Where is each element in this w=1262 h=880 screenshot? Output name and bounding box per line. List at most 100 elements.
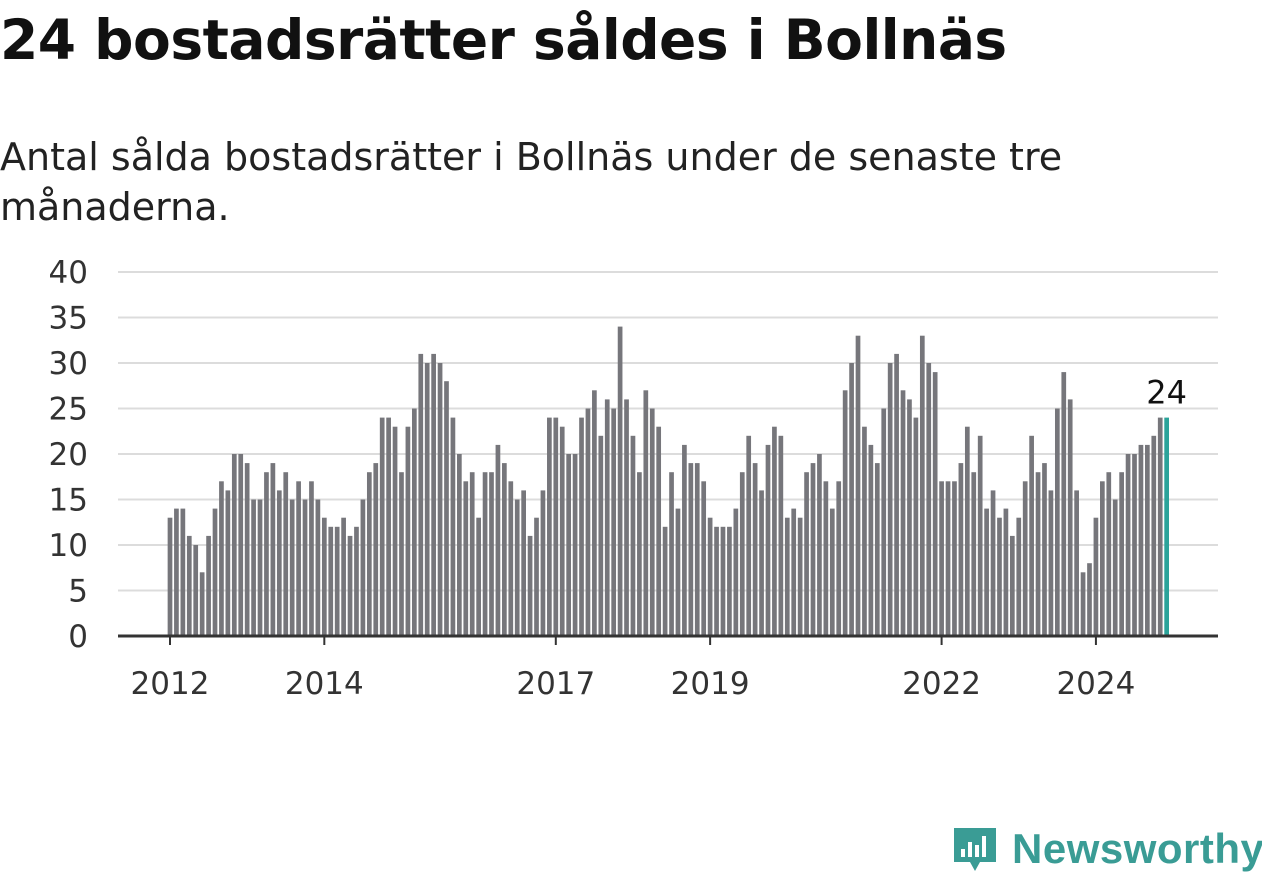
bar bbox=[418, 353, 424, 636]
data-labels: 24 bbox=[1142, 370, 1191, 416]
bar bbox=[579, 417, 584, 636]
bar bbox=[1042, 463, 1047, 636]
bar bbox=[354, 526, 359, 636]
bar bbox=[553, 417, 559, 636]
bar bbox=[707, 517, 713, 636]
bar bbox=[1048, 490, 1054, 636]
bar bbox=[508, 481, 514, 636]
bar bbox=[1119, 472, 1124, 636]
y-tick-label: 5 bbox=[68, 574, 88, 610]
bar bbox=[347, 535, 353, 636]
bar bbox=[688, 463, 694, 636]
bar bbox=[302, 499, 308, 636]
bar bbox=[193, 545, 199, 636]
bar bbox=[386, 417, 391, 636]
bar bbox=[720, 526, 726, 636]
y-tick-label: 35 bbox=[49, 301, 88, 337]
bar bbox=[630, 435, 636, 636]
bar bbox=[251, 499, 256, 636]
bar bbox=[656, 426, 662, 636]
bar bbox=[984, 508, 989, 636]
bar bbox=[212, 508, 218, 636]
bar bbox=[431, 353, 436, 636]
bar bbox=[669, 472, 674, 636]
chart-title: 24 bostadsrätter såldes i Bollnäs bbox=[0, 8, 1007, 72]
bar bbox=[675, 508, 681, 636]
bar bbox=[701, 481, 707, 636]
bar bbox=[527, 535, 533, 636]
bar bbox=[797, 517, 803, 636]
bar bbox=[778, 435, 784, 636]
bar bbox=[450, 417, 456, 636]
bar bbox=[264, 472, 269, 636]
bar bbox=[746, 435, 752, 636]
bar bbox=[444, 381, 449, 636]
bar bbox=[694, 463, 700, 636]
x-axis-ticks: 2012 2014 2017 2019 2022 2024 bbox=[131, 636, 1135, 702]
bar bbox=[855, 335, 861, 636]
bar bbox=[643, 390, 649, 636]
bar bbox=[733, 508, 739, 636]
bar bbox=[804, 472, 809, 636]
bar bbox=[231, 454, 237, 636]
bar bbox=[1125, 454, 1131, 636]
y-tick-label: 30 bbox=[49, 346, 88, 382]
bar bbox=[534, 517, 539, 636]
bar bbox=[682, 444, 687, 636]
bar bbox=[167, 517, 173, 636]
bar bbox=[919, 335, 925, 636]
bar bbox=[1138, 444, 1144, 636]
bar bbox=[611, 408, 617, 636]
bar bbox=[566, 454, 572, 636]
bar bbox=[874, 463, 880, 636]
bar bbox=[739, 472, 745, 636]
bar bbox=[463, 481, 469, 636]
bar bbox=[939, 481, 944, 636]
bar bbox=[244, 463, 250, 636]
bar bbox=[547, 417, 552, 636]
bar bbox=[810, 463, 816, 636]
bar bbox=[926, 363, 932, 636]
brand-name: Newsworthy bbox=[1012, 825, 1262, 872]
bar bbox=[1061, 372, 1067, 636]
bar bbox=[315, 499, 321, 636]
bar bbox=[276, 490, 282, 636]
bar bbox=[476, 517, 481, 636]
bar bbox=[199, 572, 205, 636]
newsworthy-logo-icon bbox=[954, 828, 996, 871]
bar bbox=[823, 481, 829, 636]
bar bbox=[489, 472, 494, 636]
bar bbox=[540, 490, 546, 636]
bar bbox=[296, 481, 301, 636]
bar bbox=[637, 472, 642, 636]
bar bbox=[559, 426, 565, 636]
bar bbox=[836, 481, 842, 636]
bar bbox=[1106, 472, 1112, 636]
bar bbox=[1151, 435, 1157, 636]
chart-subtitle: Antal sålda bostadsrätter i Bollnäs unde… bbox=[0, 135, 1063, 229]
bar bbox=[791, 508, 797, 636]
bar bbox=[971, 472, 977, 636]
bar bbox=[752, 463, 758, 636]
bar bbox=[727, 526, 732, 636]
newsworthy-brand[interactable]: Newsworthy bbox=[950, 818, 1262, 880]
bar bbox=[366, 472, 372, 636]
bar bbox=[521, 490, 526, 636]
x-tick-label: 2012 bbox=[131, 666, 210, 702]
y-tick-label: 25 bbox=[49, 392, 88, 428]
bar bbox=[225, 490, 231, 636]
bar bbox=[341, 517, 346, 636]
y-axis-ticks: 0 5 10 15 20 25 30 35 40 bbox=[49, 255, 88, 655]
bar bbox=[881, 408, 887, 636]
bar bbox=[759, 490, 764, 636]
bar bbox=[411, 408, 417, 636]
x-tick-label: 2022 bbox=[902, 666, 981, 702]
bar bbox=[913, 417, 919, 636]
bar bbox=[270, 463, 276, 636]
bar bbox=[392, 426, 398, 636]
bar bbox=[772, 426, 777, 636]
y-tick-label: 15 bbox=[49, 483, 88, 519]
bar bbox=[900, 390, 906, 636]
bar bbox=[997, 517, 1002, 636]
bar bbox=[437, 363, 443, 636]
